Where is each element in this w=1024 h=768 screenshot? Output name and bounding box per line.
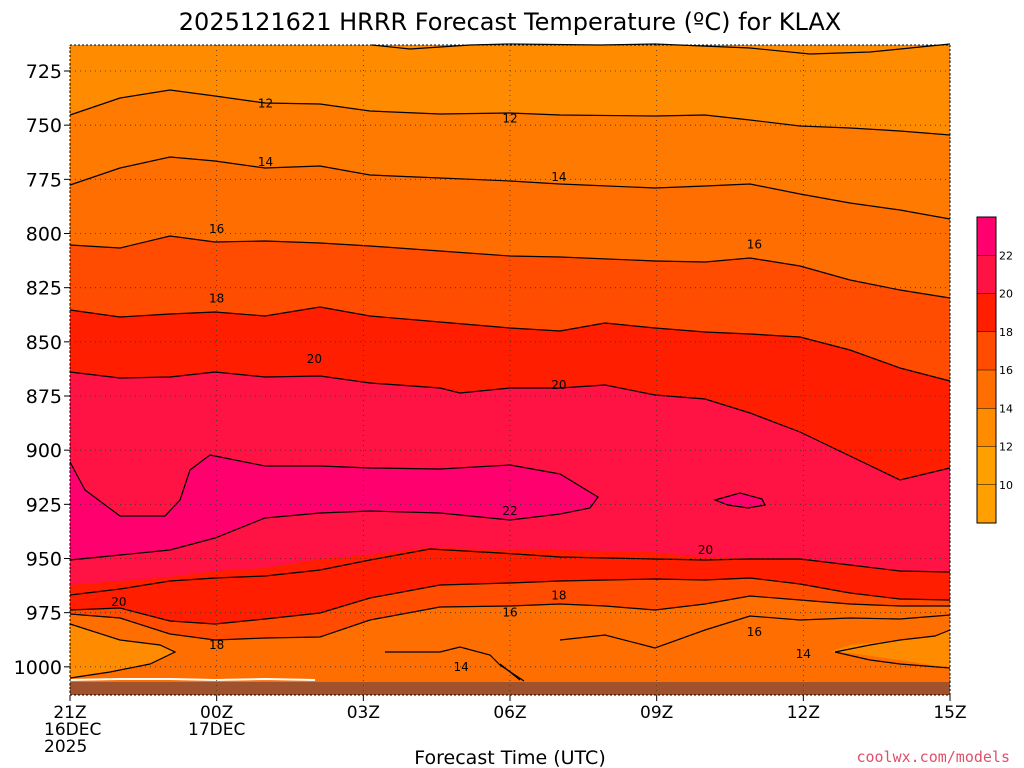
colorbar-tick-label: 18 <box>999 326 1013 339</box>
y-tick-label: 775 <box>26 169 62 191</box>
colorbar: 10 12 14 16 18 20 22 <box>976 216 1013 524</box>
terrain-strip <box>70 682 950 695</box>
contour-label: 20 <box>307 352 322 366</box>
y-tick-label: 800 <box>26 224 62 246</box>
colorbar-tick-label: 10 <box>999 479 1013 492</box>
terrain-edge <box>69 677 316 682</box>
colorbar-segment <box>977 255 996 294</box>
contour-label: 18 <box>551 588 566 602</box>
contour-label: 22 <box>502 504 517 518</box>
x-tick-label: 17DEC <box>188 720 245 740</box>
colorbar-segment <box>977 217 996 256</box>
y-tick-label: 1000 <box>14 657 62 679</box>
y-tick-label: 825 <box>26 278 62 300</box>
x-tick-label: 09Z <box>640 703 673 723</box>
y-tick-label: 950 <box>26 549 62 571</box>
colorbar-tick-label: 20 <box>999 288 1013 301</box>
colorbar-segment <box>977 408 996 447</box>
band-22-core <box>70 455 598 560</box>
y-axis: 725 750 775 800 825 850 875 900 925 950 975 1000 <box>14 61 70 679</box>
contour-label: 20 <box>551 378 566 392</box>
y-tick-label: 925 <box>26 494 62 516</box>
contour-label: 12 <box>502 112 517 126</box>
contour-label: 20 <box>698 543 713 557</box>
y-tick-label: 850 <box>26 332 62 354</box>
colorbar-tick-label: 14 <box>999 402 1013 415</box>
y-tick-label: 900 <box>26 440 62 462</box>
contour-label: 12 <box>258 97 273 111</box>
contour-label: 16 <box>747 625 762 639</box>
contour-label: 14 <box>453 660 468 674</box>
colorbar-segment <box>977 331 996 370</box>
x-tick-label: 03Z <box>347 703 380 723</box>
colorbar-segment <box>977 446 996 485</box>
contour-label: 14 <box>796 647 811 661</box>
colorbar-tick-label: 22 <box>999 249 1013 262</box>
x-tick-label: 16DEC <box>44 720 101 740</box>
x-tick-label: 2025 <box>44 737 87 757</box>
contour-label: 18 <box>209 292 224 306</box>
y-tick-label: 975 <box>26 603 62 625</box>
x-tick-label: 15Z <box>933 703 966 723</box>
y-tick-label: 875 <box>26 386 62 408</box>
contour-label: 16 <box>502 606 517 620</box>
colorbar-tick-label: 12 <box>999 441 1013 454</box>
x-tick-label: 06Z <box>493 703 526 723</box>
contour-label: 16 <box>747 237 762 251</box>
y-tick-label: 750 <box>26 115 62 137</box>
credit-text: coolwx.com/models <box>856 748 1010 766</box>
contour-labels: 12 12 14 14 16 16 18 20 20 22 20 20 18 16 16 18 14 14 <box>111 97 811 674</box>
contour-label: 16 <box>209 222 224 236</box>
y-tick-label: 725 <box>26 61 62 83</box>
colorbar-segment <box>977 293 996 332</box>
x-axis-label: Forecast Time (UTC) <box>414 747 605 768</box>
colorbar-segment <box>977 370 996 409</box>
contour-label: 18 <box>209 638 224 652</box>
chart-title: 2025121621 HRRR Forecast Temperature (ºC… <box>179 8 841 36</box>
x-tick-label: 12Z <box>787 703 820 723</box>
contour-label: 20 <box>111 595 126 609</box>
contour-label: 14 <box>551 170 566 184</box>
colorbar-tick-label: 16 <box>999 364 1013 377</box>
x-tick-label: 21Z <box>53 703 86 723</box>
colorbar-segment <box>977 484 996 523</box>
contour-label: 14 <box>258 155 273 169</box>
x-tick-label: 00Z <box>200 703 233 723</box>
